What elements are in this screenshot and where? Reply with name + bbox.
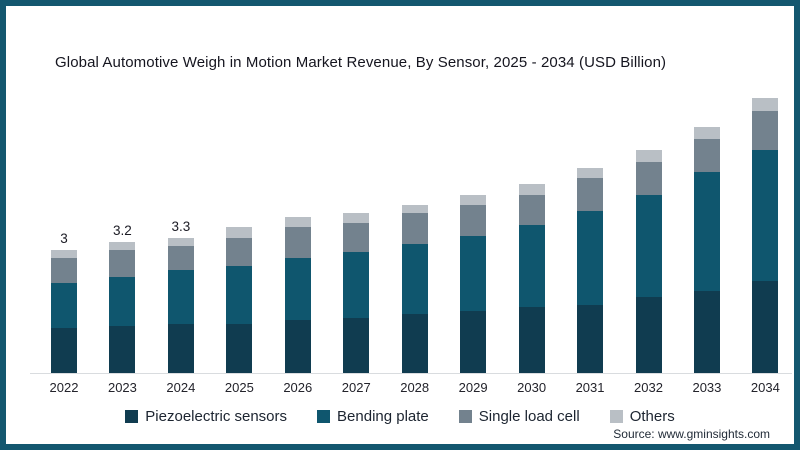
bar-segment-single-load-cell [51,258,77,283]
bar-2029 [460,194,487,373]
bar-segment-bending-plate [577,211,604,306]
bar-segment-single-load-cell [518,194,545,226]
bar-segment-bending-plate [635,194,662,298]
x-tick-2026: 2026 [283,380,313,395]
bar-segment-piezoelectric-sensors [518,307,545,373]
bar-segment-others [635,149,662,162]
bar-segment-single-load-cell [284,227,311,259]
legend-item-bending-plate: Bending plate [317,408,429,425]
x-tick-2034: 2034 [750,380,780,395]
bar-segment-piezoelectric-sensors [109,325,136,373]
bar-2024 [167,237,194,373]
bar-2022 [51,250,77,373]
x-tick-2029: 2029 [458,380,488,395]
bar-segment-bending-plate [518,225,545,308]
bar-2033 [693,127,720,373]
chart-title: Global Automotive Weigh in Motion Market… [55,54,667,71]
bar-2028 [401,204,428,373]
bar-segment-others [51,250,77,259]
bar-segment-single-load-cell [167,245,194,271]
bar-segment-bending-plate [284,258,311,320]
bar-segment-single-load-cell [226,237,253,267]
bar-segment-piezoelectric-sensors [343,317,370,373]
bar-segment-single-load-cell [460,204,487,236]
bar-2032 [635,149,662,373]
x-tick-2025: 2025 [224,380,254,395]
bar-segment-bending-plate [109,276,136,326]
legend-label: Piezoelectric sensors [145,408,288,425]
legend-item-single-load-cell: Single load cell [458,408,580,425]
bar-segment-single-load-cell [343,223,370,253]
bar-2030 [518,184,545,373]
bar-segment-bending-plate [343,252,370,318]
legend: Piezoelectric sensors Bending plate Single… [0,408,800,425]
bar-segment-piezoelectric-sensors [577,305,604,373]
bar-segment-piezoelectric-sensors [51,327,77,373]
bar-segment-others [226,227,253,238]
bar-segment-piezoelectric-sensors [693,290,720,373]
bar-segment-others [518,184,545,195]
bar-segment-bending-plate [752,149,779,281]
x-tick-2023: 2023 [107,380,137,395]
bar-segment-single-load-cell [635,161,662,195]
bar-segment-piezoelectric-sensors [226,323,253,373]
bar-segment-others [460,194,487,205]
bar-segment-bending-plate [226,266,253,324]
x-tick-2032: 2032 [634,380,663,395]
x-tick-2022: 2022 [49,380,79,395]
x-tick-2033: 2033 [692,380,722,395]
x-axis-line [30,373,792,374]
x-tick-2024: 2024 [166,380,196,395]
legend-swatch-icon [609,410,623,423]
bar-segment-single-load-cell [577,178,604,212]
x-tick-2028: 2028 [400,380,430,395]
x-tick-2030: 2030 [517,380,547,395]
legend-item-piezoelectric-sensors: Piezoelectric sensors [125,408,287,425]
legend-label: Bending plate [337,408,429,425]
source-note: Source: www.gminsights.com [613,427,770,441]
legend-label: Single load cell [478,408,580,425]
bar-segment-others [167,237,194,246]
legend-swatch-icon [125,410,139,423]
bar-segment-single-load-cell [109,249,136,277]
bar-segment-others [693,127,720,140]
legend-swatch-icon [458,410,472,423]
x-tick-2027: 2027 [341,380,371,395]
bar-2026 [284,217,311,373]
x-tick-2031: 2031 [575,380,605,395]
bar-segment-bending-plate [167,270,194,324]
bar-segment-bending-plate [401,243,428,314]
bar-value-label-2024: 3.3 [171,218,191,234]
bar-segment-others [343,213,370,224]
bar-2023 [109,241,136,373]
bar-2031 [577,168,604,373]
bar-segment-others [752,98,779,111]
bar-2034 [752,98,779,373]
bar-segment-piezoelectric-sensors [635,297,662,373]
bar-segment-others [109,241,136,250]
bar-segment-piezoelectric-sensors [167,323,194,373]
bar-segment-single-load-cell [401,213,428,244]
bar-value-label-2023: 3.2 [113,222,132,238]
legend-item-others: Others [609,408,675,425]
bar-segment-single-load-cell [693,139,720,173]
bar-segment-others [577,168,604,179]
bar-segment-others [284,217,311,228]
bar-value-label-2022: 3 [60,231,68,246]
bar-segment-others [401,204,428,214]
bar-segment-piezoelectric-sensors [284,319,311,373]
bar-segment-piezoelectric-sensors [401,313,428,373]
bar-segment-piezoelectric-sensors [460,311,487,373]
legend-swatch-icon [317,410,331,423]
legend-label: Others [629,408,675,425]
bar-segment-piezoelectric-sensors [752,280,779,373]
bar-2027 [343,213,370,373]
bar-segment-bending-plate [693,172,720,291]
bar-segment-bending-plate [51,282,77,328]
bar-segment-single-load-cell [752,110,779,150]
bar-segment-bending-plate [460,235,487,312]
bar-2025 [226,227,253,373]
